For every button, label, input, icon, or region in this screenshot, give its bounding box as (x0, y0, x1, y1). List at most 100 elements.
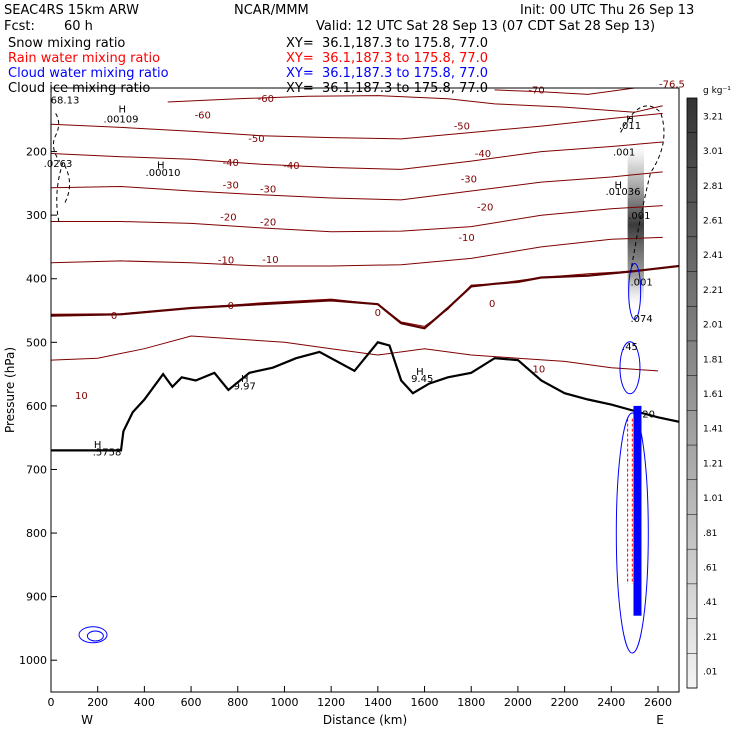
colorbar-label: .41 (703, 598, 717, 608)
isotherm-line (51, 171, 663, 201)
field-name-rain: Rain water mixing ratio (8, 51, 161, 66)
x-tick-label: 2600 (644, 696, 672, 709)
contour-label: -40 (223, 158, 239, 169)
x-right-end-label: E (656, 713, 664, 727)
contour-label: 0 (375, 308, 381, 319)
extremum-label: 68.13 (51, 95, 80, 106)
cloudwater-contour (628, 262, 642, 320)
fcst-value: 60 h (64, 19, 93, 34)
extremum-label: H (94, 440, 102, 451)
cloudwater-contour (86, 630, 104, 642)
plot-frame (50, 87, 680, 693)
contour-label: -76.5 (659, 80, 685, 91)
contour-label: 0 (228, 301, 234, 312)
colorbar-label: 1.41 (703, 425, 723, 435)
colorbar-label: 2.61 (703, 216, 723, 226)
colorbar-label: .81 (703, 529, 717, 539)
extremum-label: .45 (622, 342, 638, 353)
y-tick-label: 300 (26, 209, 47, 222)
contour-label: -10 (218, 256, 234, 267)
contour-label: -60 (195, 111, 211, 122)
field-name-snow: Snow mixing ratio (8, 36, 126, 51)
extremum-label: 9.97 (234, 382, 256, 393)
x-tick-label: 1400 (364, 696, 392, 709)
x-tick-label: 2000 (504, 696, 532, 709)
x-tick-label: 2400 (597, 696, 625, 709)
x-tick-label: 0 (48, 696, 55, 709)
contour-label: -10 (458, 233, 474, 244)
colorbar-label: 2.41 (703, 251, 723, 261)
contour-label: -20 (260, 218, 276, 229)
colorbar-label: 2.81 (703, 182, 723, 192)
isotherm-line (51, 112, 663, 140)
x-tick-label: 1600 (411, 696, 439, 709)
cloudice-contour (620, 105, 665, 273)
extremum-label: .001 (628, 211, 650, 222)
model-title: SEAC4RS 15km ARW (4, 3, 140, 18)
cloudwater-contour (615, 412, 649, 654)
extremum-label: H (626, 115, 634, 126)
field-xy-snow: XY= 36.1,187.3 to 175.8, 77.0 (286, 36, 489, 51)
colorbar (686, 97, 698, 689)
cloudwater-contour (619, 341, 641, 395)
contour-label: -50 (248, 134, 264, 145)
y-tick-label: 400 (26, 273, 47, 286)
contour-label: -30 (223, 181, 239, 192)
field-xy-rain: XY= 36.1,187.3 to 175.8, 77.0 (286, 51, 489, 66)
contour-label: -70 (528, 85, 544, 96)
y-tick-label: 500 (26, 336, 47, 349)
field-xy-cloudwater: XY= 36.1,187.3 to 175.8, 77.0 (286, 66, 489, 81)
extremum-label: .5758 (93, 448, 122, 459)
colorbar-label: 2.21 (703, 286, 723, 296)
colorbar-label: 3.21 (703, 112, 723, 122)
terrain-line (51, 341, 679, 452)
extremum-label: .001 (613, 148, 635, 159)
contour-label: 0 (489, 299, 495, 310)
x-tick-label: 1800 (457, 696, 485, 709)
y-tick-label: 1000 (19, 654, 47, 667)
x-tick-label: 200 (87, 696, 108, 709)
valid-time: Valid: 12 UTC Sat 28 Sep 13 (07 CDT Sat … (316, 19, 656, 34)
org-label: NCAR/MMM (234, 3, 309, 18)
extremum-label: H (157, 160, 165, 171)
extremum-label: .00109 (104, 115, 139, 126)
y-tick-label: 900 (26, 591, 47, 604)
x-tick-label: 600 (181, 696, 202, 709)
init-time: Init: 00 UTC Thu 26 Sep 13 (520, 3, 695, 18)
colorbar-label: .01 (703, 668, 717, 678)
isotherm-line (51, 335, 659, 372)
isotherm-line (51, 141, 663, 170)
extremum-label: .01036 (605, 187, 640, 198)
y-axis-label: Pressure (hPa) (3, 347, 17, 433)
contour-label: 0 (111, 311, 117, 322)
isotherm-line (51, 205, 663, 233)
cloudice-contour (56, 161, 71, 223)
x-tick-label: 2200 (551, 696, 579, 709)
contour-label: -20 (477, 202, 493, 213)
contour-label: -10 (262, 255, 278, 266)
extremum-label: .001 (631, 277, 653, 288)
extremum-label: .00010 (146, 168, 181, 179)
x-tick-label: 1000 (270, 696, 298, 709)
cloudwater-contour (78, 626, 108, 644)
cloudice-contour (52, 113, 61, 162)
contour-label: -30 (461, 174, 477, 185)
x-tick-label: 400 (134, 696, 155, 709)
colorbar-unit: g kg⁻¹ (703, 86, 731, 96)
fcst-label: Fcst: (4, 19, 35, 34)
contour-label: 10 (75, 391, 88, 402)
contour-label: 10 (533, 364, 546, 375)
extremum-label: .011 (619, 121, 641, 132)
colorbar-label: 1.61 (703, 390, 723, 400)
x-left-end-label: W (81, 713, 93, 727)
contour-label: -30 (260, 184, 276, 195)
y-tick-label: 800 (26, 527, 47, 540)
field-name-cloudwater: Cloud water mixing ratio (8, 66, 169, 81)
contour-label: -40 (475, 149, 491, 160)
extremum-label: .074 (631, 314, 653, 325)
extremum-label: H (241, 374, 249, 385)
extremum-label: H (416, 367, 424, 378)
isotherm-line (494, 88, 635, 95)
extremum-label: 20 (642, 410, 655, 421)
